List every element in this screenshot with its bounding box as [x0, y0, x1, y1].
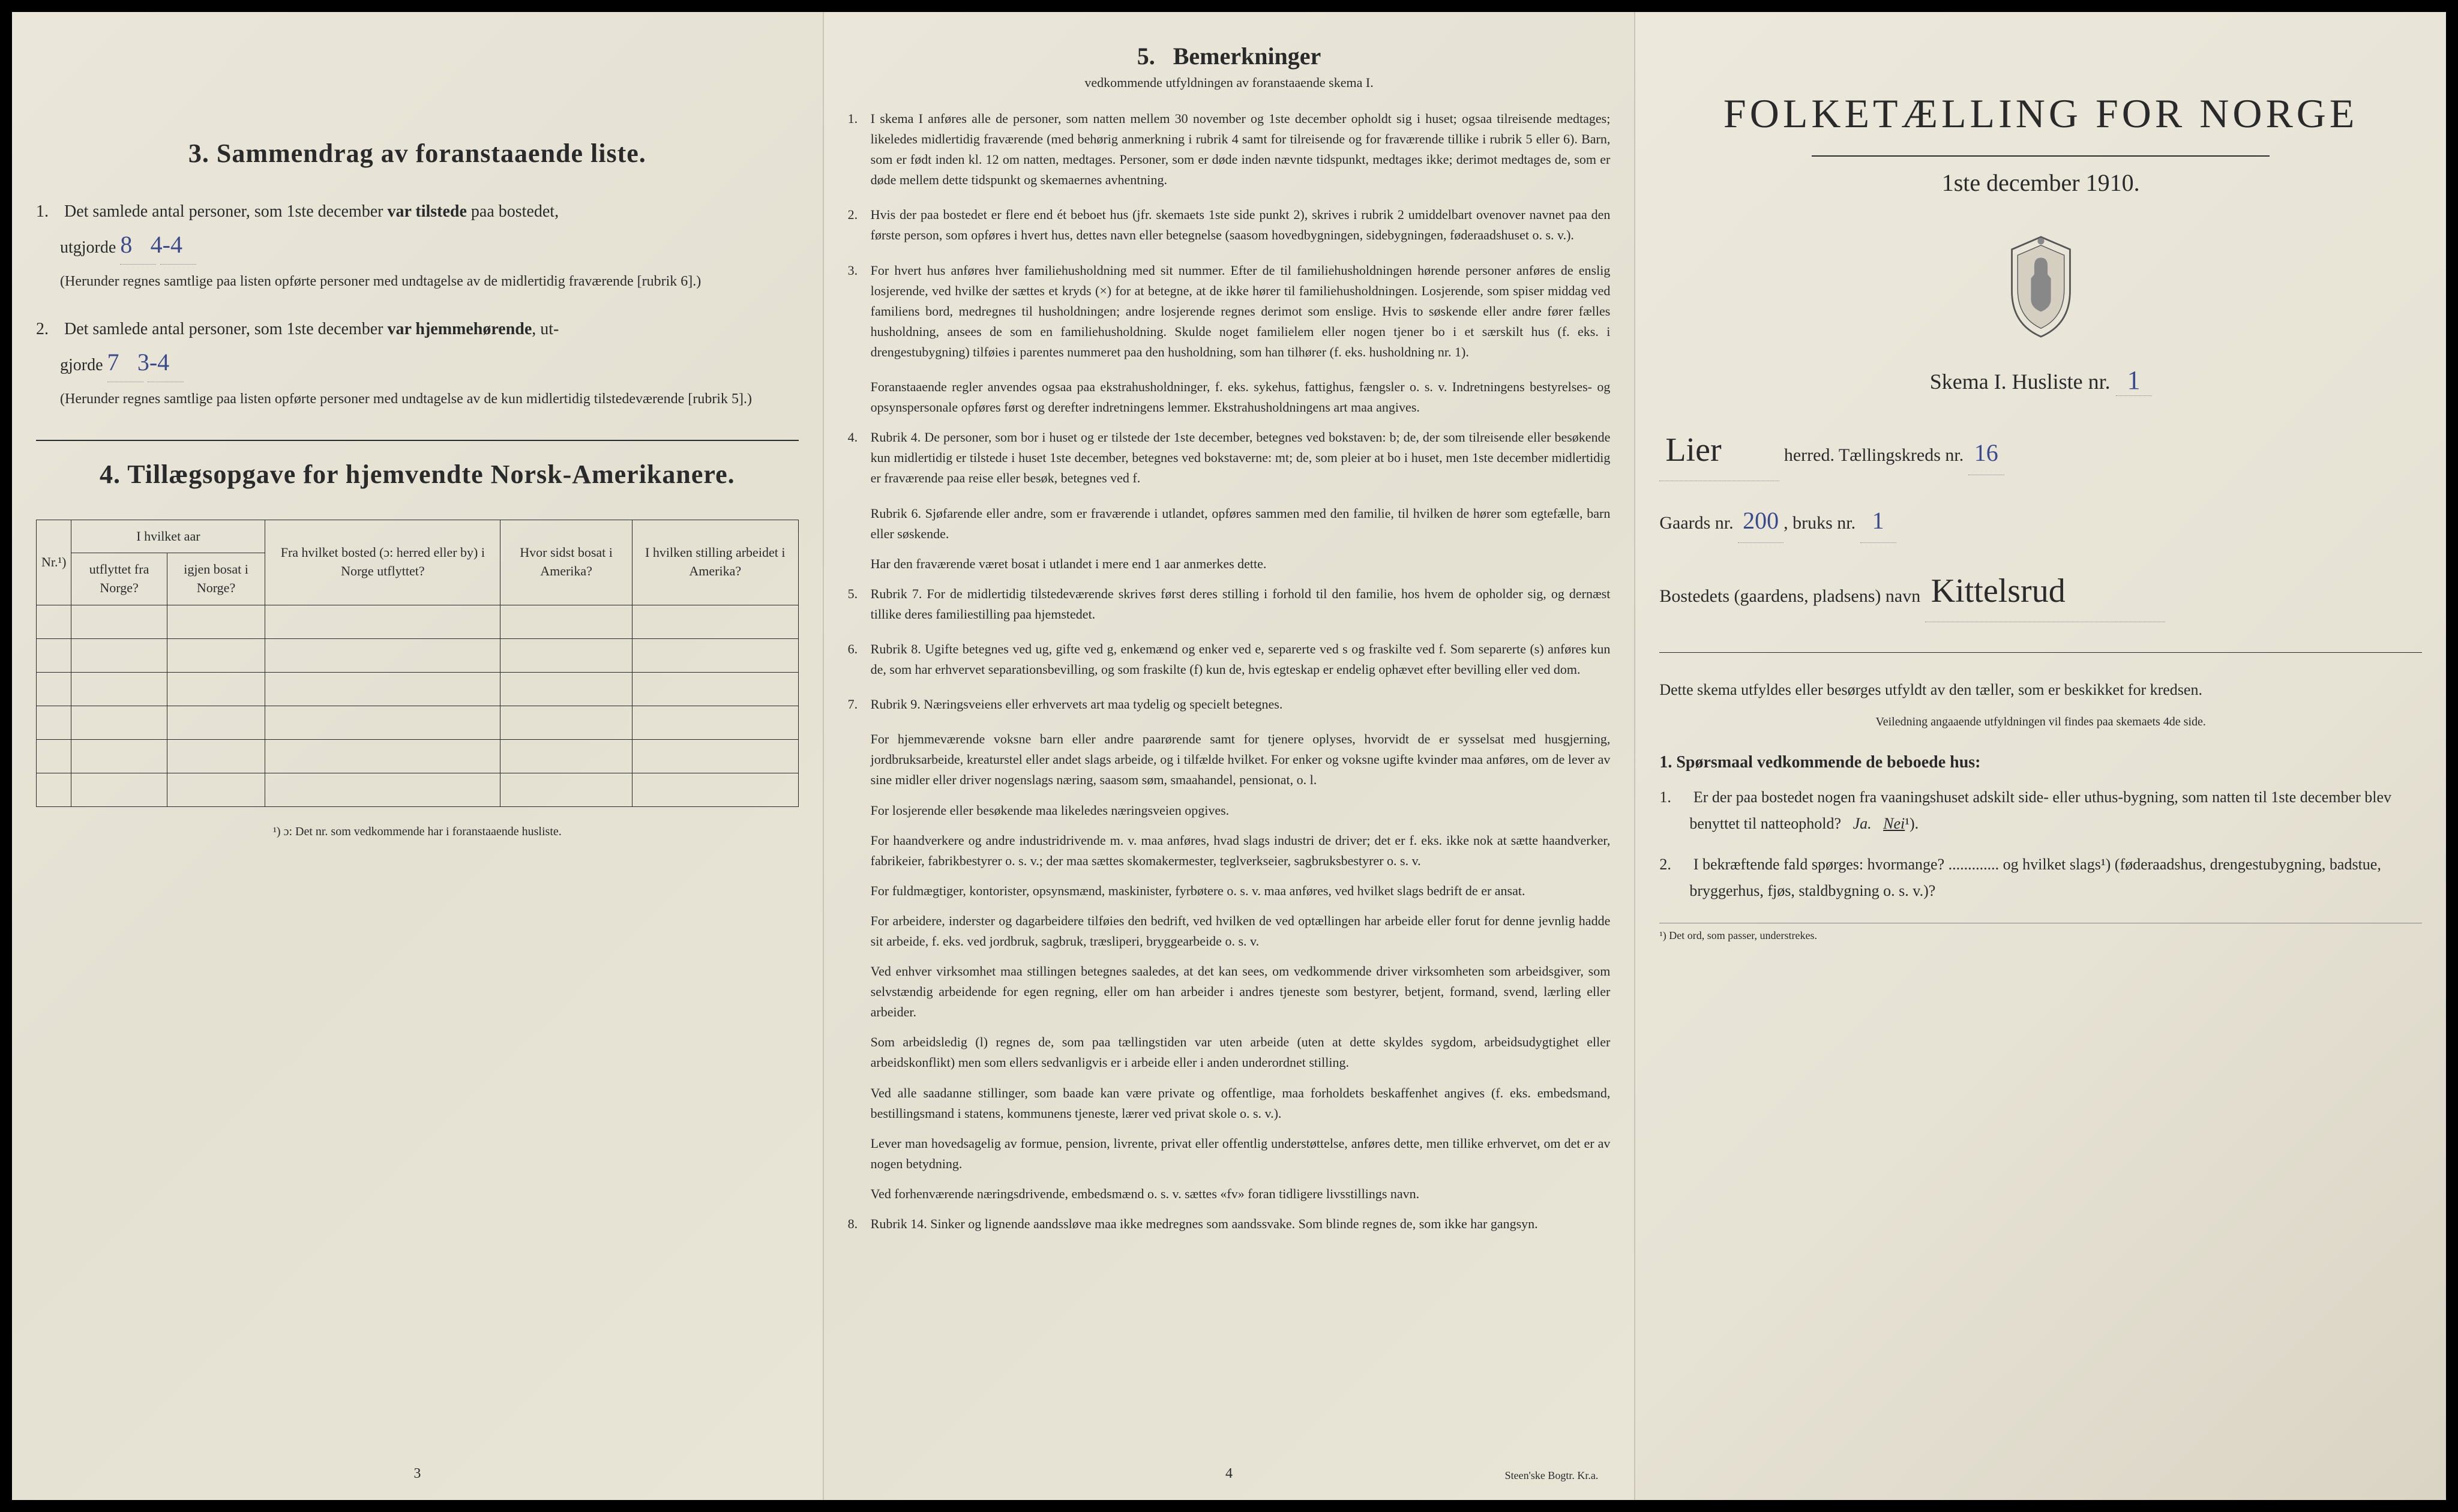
remarks-subtitle: vedkommende utfyldningen av foranstaaend…: [848, 75, 1611, 91]
census-date: 1ste december 1910.: [1659, 169, 2422, 197]
bruks-nr: 1: [1860, 499, 1896, 543]
herred-line: Lier herred. Tællingskreds nr. 16: [1659, 420, 2422, 481]
section-4-title: 4. Tillægsopgave for hjemvendte Norsk-Am…: [36, 459, 799, 490]
remark-4: 4.Rubrik 4. De personer, som bor i huset…: [848, 427, 1611, 488]
remark-1: 1.I skema I anføres alle de personer, so…: [848, 109, 1611, 190]
skema-line: Skema I. Husliste nr. 1: [1659, 365, 2422, 396]
bosted-line: Bostedets (gaardens, pladsens) navn Kitt…: [1659, 561, 2422, 622]
census-title: FOLKETÆLLING FOR NORGE: [1659, 90, 2422, 137]
coat-of-arms-icon: [1999, 233, 2083, 341]
husliste-nr: 1: [2116, 365, 2152, 396]
remark-2: 2.Hvis der paa bostedet er flere end ét …: [848, 205, 1611, 245]
remark-3p: Foranstaaende regler anvendes ogsaa paa …: [848, 377, 1611, 418]
col-fra: Fra hvilket bosted (ɔ: herred eller by) …: [265, 520, 500, 605]
col-nr: Nr.¹): [37, 520, 71, 605]
page-3-summary: 3. Sammendrag av foranstaaende liste. 1.…: [12, 12, 824, 1500]
remark-7p2: For losjerende eller besøkende maa likel…: [848, 800, 1611, 821]
emigrant-table: Nr.¹) I hvilket aar Fra hvilket bosted (…: [36, 520, 799, 807]
question-header: 1. Spørsmaal vedkommende de beboede hus:: [1659, 753, 2422, 772]
col-aar: I hvilket aar: [71, 520, 265, 553]
remark-7p10: Ved forhenværende næringsdrivende, embed…: [848, 1184, 1611, 1204]
kreds-nr: 16: [1968, 431, 2004, 475]
remark-7p7: Som arbeidsledig (l) regnes de, som paa …: [848, 1032, 1611, 1073]
emigrant-rows: [37, 605, 799, 806]
remark-7p6: Ved enhver virksomhet maa stillingen bet…: [848, 961, 1611, 1022]
remark-4p1: Rubrik 6. Sjøfarende eller andre, som er…: [848, 503, 1611, 544]
remark-7p5: For arbeidere, inderster og dagarbeidere…: [848, 911, 1611, 952]
remark-7p4: For fuldmægtiger, kontorister, opsynsmæn…: [848, 881, 1611, 901]
summary-item-2: 2. Det samlede antal personer, som 1ste …: [36, 316, 799, 410]
col-hvor: Hvor sidst bosat i Amerika?: [500, 520, 632, 605]
col-igjen: igjen bosat i Norge?: [167, 553, 265, 605]
census-document: 3. Sammendrag av foranstaaende liste. 1.…: [12, 12, 2446, 1500]
section-3-title: 3. Sammendrag av foranstaaende liste.: [36, 138, 799, 169]
page3-footnote: ¹) Det ord, som passer, understrekes.: [1659, 923, 2422, 942]
note-1: (Herunder regnes samtlige paa listen opf…: [60, 271, 799, 292]
question-2: 2. I bekræftende fald spørges: hvormange…: [1659, 851, 2422, 904]
tilstede-breakdown: 4-4: [160, 226, 196, 265]
page-number: 4: [1225, 1466, 1233, 1482]
page-4-remarks: 5. Bemerkninger vedkommende utfyldningen…: [824, 12, 1636, 1500]
remark-7p3: For haandverkere og andre industridriven…: [848, 830, 1611, 871]
herred-name: Lier: [1659, 420, 1779, 481]
remark-7p9: Lever man hovedsagelig av formue, pensio…: [848, 1133, 1611, 1174]
question-1: 1. Er der paa bostedet nogen fra vaaning…: [1659, 784, 2422, 837]
remark-5: 5.Rubrik 7. For de midlertidig tilstedev…: [848, 584, 1611, 625]
hjemme-breakdown: 3-4: [148, 343, 184, 382]
remark-4p2: Har den fraværende været bosat i utlande…: [848, 554, 1611, 574]
bosted-name: Kittelsrud: [1925, 561, 2165, 622]
remark-6: 6.Rubrik 8. Ugifte betegnes ved ug, gift…: [848, 639, 1611, 680]
fill-instruction: Dette skema utfyldes eller besørges utfy…: [1659, 677, 2422, 703]
table-footnote: ¹) ɔ: Det nr. som vedkommende har i fora…: [36, 825, 799, 839]
gaards-nr: 200: [1738, 499, 1783, 543]
guidance-note: Veiledning angaaende utfyldningen vil fi…: [1659, 715, 2422, 729]
remarks-heading: 5. Bemerkninger: [848, 42, 1611, 70]
divider: [36, 440, 799, 441]
remark-7: 7.Rubrik 9. Næringsveiens eller erhverve…: [848, 694, 1611, 715]
remark-7p1: For hjemmeværende voksne barn eller andr…: [848, 729, 1611, 790]
printer-mark: Steen'ske Bogtr. Kr.a.: [1505, 1469, 1599, 1482]
remark-3: 3.For hvert hus anføres hver familiehush…: [848, 260, 1611, 362]
remark-8: 8.Rubrik 14. Sinker og lignende aandsslø…: [848, 1214, 1611, 1234]
questions: 1. Spørsmaal vedkommende de beboede hus:…: [1659, 753, 2422, 905]
gaards-line: Gaards nr. 200, bruks nr. 1: [1659, 499, 2422, 543]
page-number: 3: [413, 1466, 421, 1482]
remark-7p8: Ved alle saadanne stillinger, som baade …: [848, 1083, 1611, 1124]
page-1-title: FOLKETÆLLING FOR NORGE 1ste december 191…: [1635, 12, 2446, 1500]
col-utflyttet: utflyttet fra Norge?: [71, 553, 167, 605]
answer-nei: Nei: [1883, 815, 1905, 832]
summary-item-1: 1. Det samlede antal personer, som 1ste …: [36, 199, 799, 292]
col-stilling: I hvilken stilling arbeidet i Amerika?: [632, 520, 798, 605]
note-2: (Herunder regnes samtlige paa listen opf…: [60, 388, 799, 410]
